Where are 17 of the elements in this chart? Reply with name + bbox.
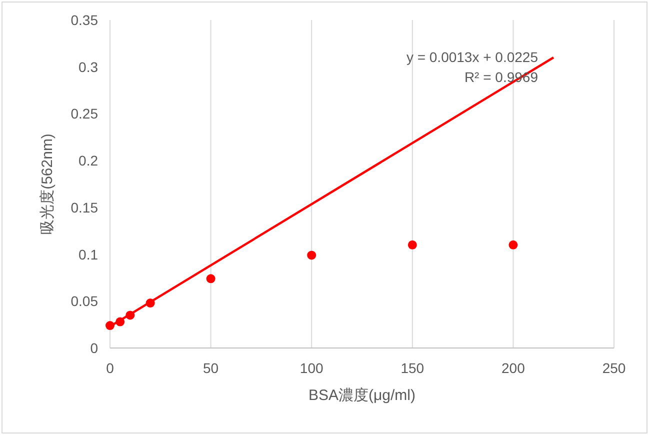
y-axis-title: 吸光度(562nm) bbox=[39, 134, 56, 234]
x-tick-label: 150 bbox=[400, 360, 424, 376]
x-tick-label: 100 bbox=[300, 360, 324, 376]
y-tick-label: 0.3 bbox=[78, 58, 98, 75]
y-tick-label: 0.35 bbox=[70, 12, 98, 28]
x-axis-title: BSA濃度(μg/ml) bbox=[308, 387, 416, 404]
y-tick-label: 0 bbox=[90, 340, 98, 356]
y-tick-label: 0.1 bbox=[78, 246, 98, 262]
y-tick-label: 0.15 bbox=[70, 199, 98, 216]
x-tick-label: 250 bbox=[602, 360, 626, 376]
x-tick-label: 0 bbox=[106, 360, 114, 376]
y-tick-label: 0.05 bbox=[70, 293, 98, 310]
x-tick-label: 50 bbox=[203, 360, 219, 376]
y-tick-label: 0.2 bbox=[78, 152, 98, 169]
y-tick-label: 0.25 bbox=[70, 106, 98, 122]
annotation: y = 0.0013x + 0.0225 bbox=[406, 49, 538, 65]
x-tick-label: 200 bbox=[502, 360, 526, 376]
